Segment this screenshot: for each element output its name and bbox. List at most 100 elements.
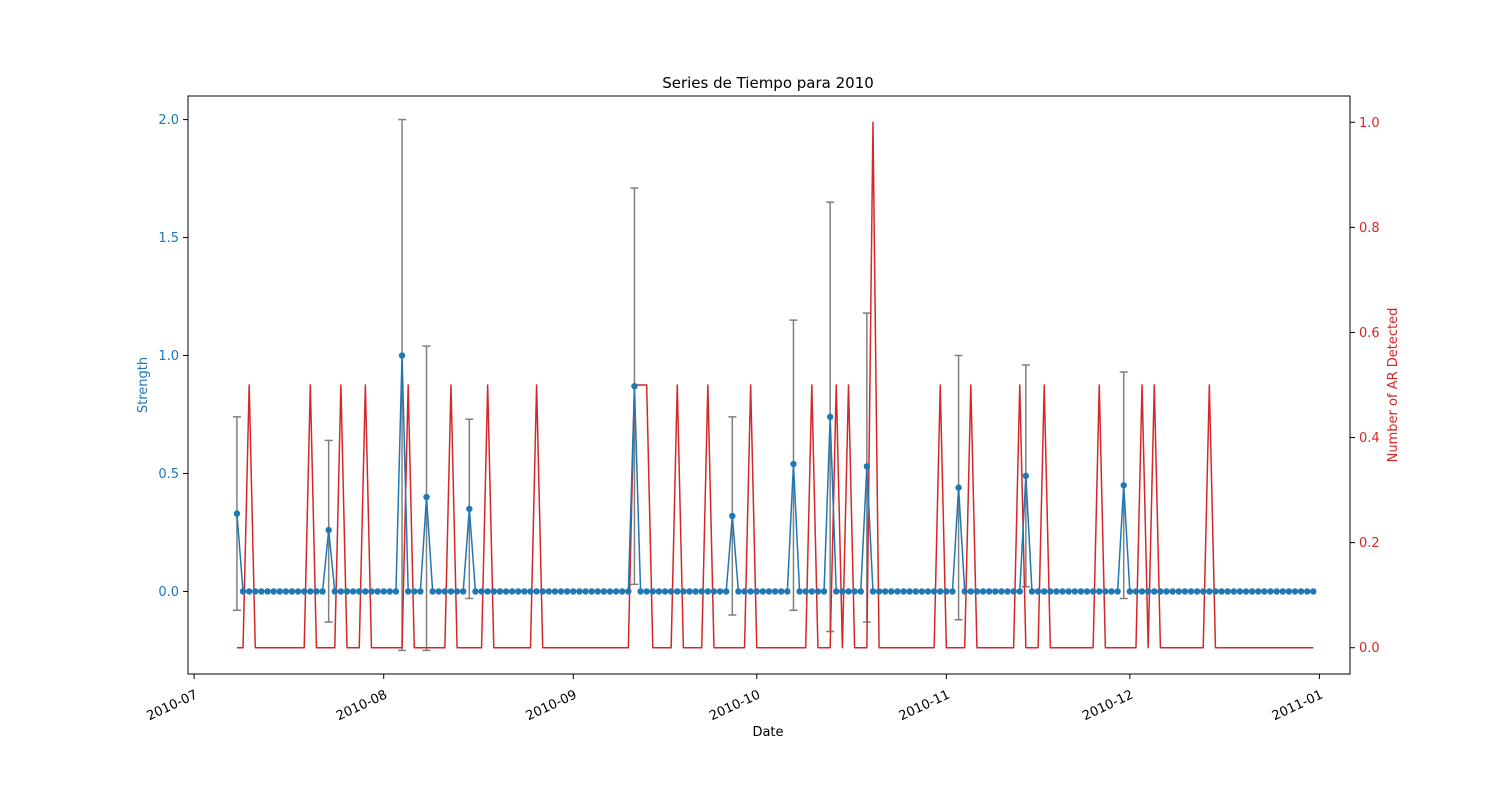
- strength-point: [857, 588, 864, 595]
- strength-point: [533, 588, 540, 595]
- strength-point: [1200, 588, 1207, 595]
- strength-point: [1034, 588, 1042, 595]
- strength-point: [460, 588, 467, 595]
- y-left-axis-title: Strength: [136, 357, 151, 413]
- strength-point: [1126, 588, 1134, 595]
- y-right-tick-label: 0.6: [1359, 326, 1380, 341]
- strength-point: [521, 588, 528, 595]
- strength-point: [649, 588, 656, 595]
- strength-point: [637, 588, 644, 595]
- strength-point: [527, 588, 534, 595]
- strength-point: [845, 588, 852, 595]
- strength-point: [992, 588, 999, 595]
- strength-point: [1261, 588, 1268, 595]
- strength-point: [404, 588, 412, 595]
- strength-point: [435, 588, 442, 595]
- strength-point: [667, 588, 675, 595]
- strength-point: [655, 588, 663, 595]
- strength-point: [973, 588, 981, 595]
- strength-point: [600, 588, 608, 595]
- y-right-tick-label: 0.0: [1359, 641, 1380, 656]
- strength-point: [784, 588, 791, 595]
- strength-point: [1218, 588, 1225, 595]
- y-left-tick-label: 1.0: [158, 349, 179, 364]
- strength-point: [802, 588, 809, 595]
- strength-point: [270, 588, 277, 595]
- x-tick-label: 2010-09: [524, 688, 580, 725]
- ar-detected-line: [236, 121, 1314, 649]
- strength-point: [814, 588, 822, 595]
- strength-point: [778, 588, 785, 595]
- strength-point: [539, 588, 546, 595]
- strength-point: [1224, 588, 1231, 595]
- strength-point: [1206, 588, 1213, 595]
- strength-point: [698, 588, 705, 595]
- strength-point: [704, 588, 712, 595]
- strength-point: [496, 588, 504, 595]
- strength-point: [331, 588, 338, 595]
- strength-point: [594, 588, 601, 595]
- strength-point: [1041, 588, 1048, 595]
- strength-point: [282, 588, 290, 595]
- strength-point: [337, 588, 345, 595]
- strength-point: [1096, 588, 1103, 595]
- x-tick-label: 2010-08: [334, 688, 390, 725]
- y-right-axis-title: Number of AR Detected: [1386, 308, 1401, 463]
- strength-point: [888, 588, 895, 595]
- strength-point: [515, 588, 522, 595]
- strength-point: [930, 588, 938, 595]
- strength-point: [484, 588, 491, 595]
- strength-point: [1102, 588, 1109, 595]
- strength-point: [545, 588, 553, 595]
- x-tick-label: 2010-11: [897, 688, 953, 725]
- strength-peak-point: [325, 526, 332, 534]
- strength-point: [294, 588, 302, 595]
- strength-point: [502, 588, 510, 595]
- strength-point: [349, 588, 357, 595]
- y-right-tick-label: 1.0: [1359, 116, 1380, 131]
- strength-point: [747, 588, 754, 595]
- strength-point: [674, 588, 681, 595]
- strength-point: [447, 588, 455, 595]
- strength-point: [839, 588, 846, 595]
- strength-point: [1169, 588, 1176, 595]
- strength-point: [386, 588, 394, 595]
- strength-point: [441, 588, 449, 595]
- y-left-tick-label: 0.5: [158, 467, 179, 482]
- strength-point: [735, 588, 742, 595]
- strength-point: [252, 588, 259, 595]
- strength-point: [741, 588, 748, 595]
- strength-point: [588, 588, 595, 595]
- x-tick-label: 2010-10: [707, 688, 763, 725]
- strength-point: [1028, 588, 1036, 595]
- strength-point: [1083, 588, 1091, 595]
- strength-peak-point: [1022, 472, 1030, 480]
- strength-point: [686, 588, 693, 595]
- strength-point: [551, 588, 559, 595]
- strength-point: [576, 588, 583, 595]
- strength-point: [716, 588, 724, 595]
- strength-point: [1016, 588, 1023, 595]
- y-left-tick-label: 0.0: [158, 585, 179, 600]
- strength-point: [1108, 588, 1115, 595]
- strength-point: [753, 588, 760, 595]
- y-left-tick-label: 1.5: [158, 231, 179, 246]
- strength-point: [985, 588, 993, 595]
- strength-point: [851, 588, 858, 595]
- strength-point: [301, 588, 308, 595]
- strength-point: [912, 588, 919, 595]
- strength-peak-point: [631, 382, 638, 390]
- strength-point: [692, 588, 699, 595]
- strength-point: [765, 588, 773, 595]
- strength-point: [478, 588, 485, 595]
- strength-point: [1151, 588, 1158, 595]
- strength-point: [894, 588, 901, 595]
- strength-peak-point: [863, 463, 871, 470]
- strength-point: [1181, 588, 1189, 595]
- strength-point: [833, 588, 840, 595]
- strength-point: [796, 588, 803, 595]
- strength-point: [557, 588, 565, 595]
- strength-point: [582, 588, 589, 595]
- strength-point: [1273, 588, 1280, 595]
